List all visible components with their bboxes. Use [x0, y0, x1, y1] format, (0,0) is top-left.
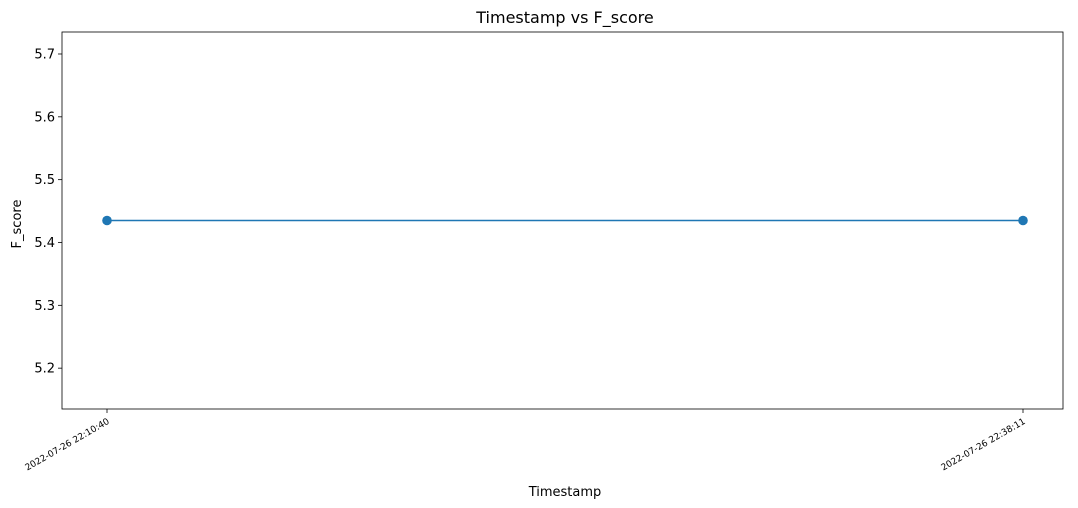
- data-point: [102, 215, 112, 226]
- y-tick-label: 5.2: [34, 362, 55, 377]
- y-tick-label: 5.5: [34, 173, 55, 188]
- data-point: [1018, 215, 1028, 226]
- y-axis-label: F_score: [10, 200, 25, 249]
- chart-title: Timestamp vs F_score: [475, 8, 653, 28]
- y-tick-label: 5.6: [34, 110, 55, 125]
- y-tick-label: 5.7: [34, 47, 55, 62]
- plot-frame: [61, 31, 1064, 410]
- x-axis-label: Timestamp: [528, 485, 602, 500]
- y-tick-label: 5.3: [34, 299, 55, 314]
- y-tick-label: 5.4: [34, 236, 55, 251]
